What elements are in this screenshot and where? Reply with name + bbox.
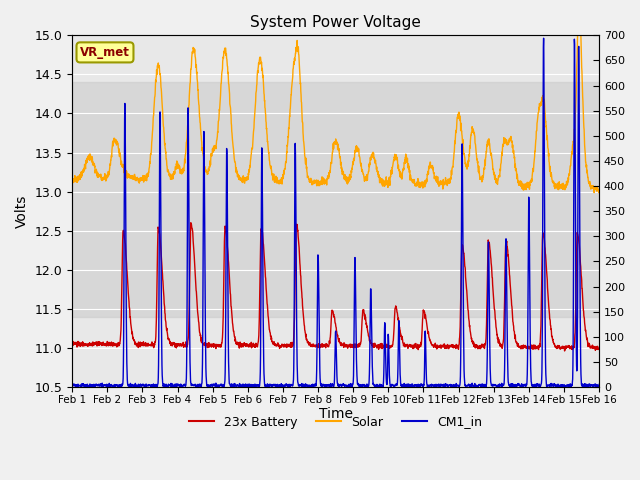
Title: System Power Voltage: System Power Voltage (250, 15, 421, 30)
X-axis label: Time: Time (319, 408, 353, 421)
Bar (72, 82, 599, 317)
Y-axis label: Volts: Volts (15, 194, 29, 228)
Legend: 23x Battery, Solar, CM1_in: 23x Battery, Solar, CM1_in (184, 410, 487, 433)
Text: VR_met: VR_met (80, 46, 130, 59)
